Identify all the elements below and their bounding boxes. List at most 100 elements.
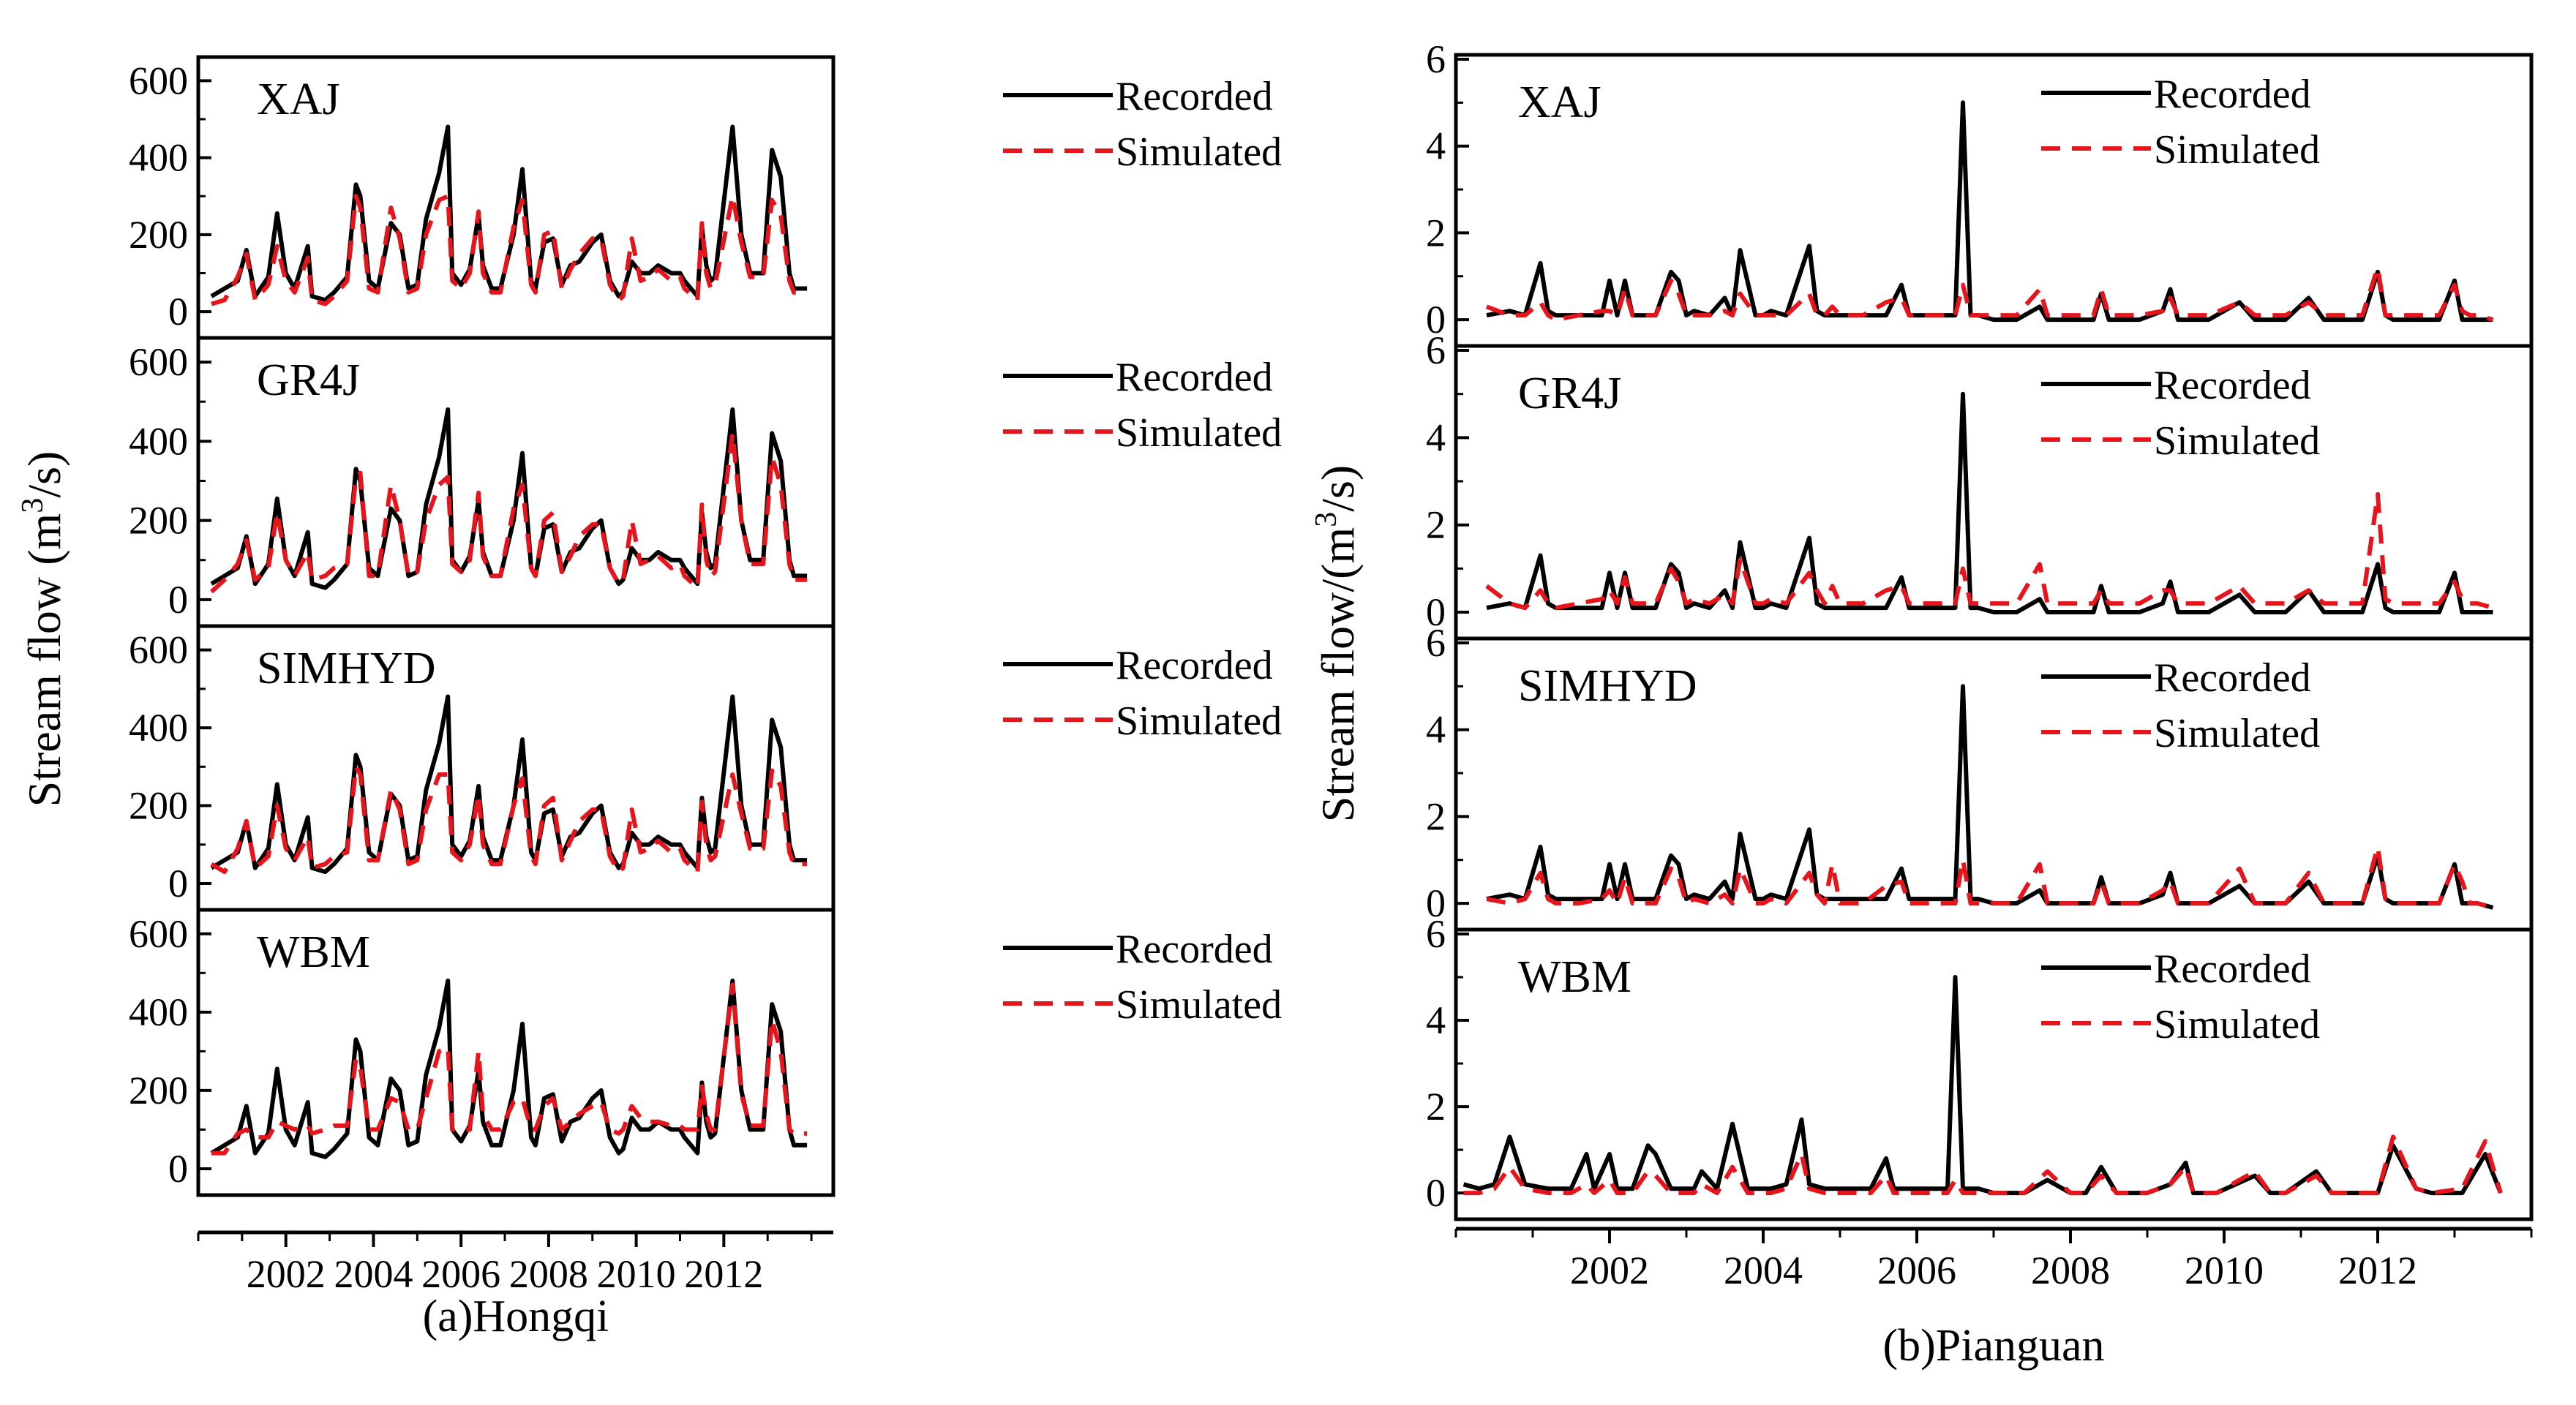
x-tick-label: 2006	[421, 1252, 500, 1296]
panel-caption: (b)Pianguan	[1882, 1321, 2104, 1371]
y-tick-label: 400	[129, 990, 188, 1034]
x-tick-label: 2006	[1877, 1248, 1956, 1292]
legend-recorded-label: Recorded	[2154, 655, 2311, 701]
y-tick-label: 4	[1426, 415, 1446, 459]
panel-xaj: 0 200 400 600 XAJ Recorded Simulated	[129, 55, 1282, 340]
y-tick-label: 0	[1426, 298, 1446, 342]
y-axis-label: Stream flow (m3/s)	[16, 451, 70, 807]
model-label: WBM	[257, 927, 370, 977]
legend-simulated-label: Simulated	[2154, 711, 2320, 756]
simulated-line	[211, 982, 808, 1156]
x-tick-label: 2002	[1570, 1248, 1649, 1292]
legend: Recorded Simulated	[1003, 74, 1282, 175]
y-tick-label: 0	[168, 1147, 188, 1191]
y-tick-label: 600	[129, 628, 188, 672]
panel-wbm: 0 2 4 6 WBM Recorded Simulated	[1426, 912, 2534, 1221]
y-axis-label: Stream flow/(m3/s)	[1310, 465, 1364, 822]
recorded-line	[1486, 391, 2493, 614]
panel-frame	[196, 908, 835, 1197]
simulated-line	[1463, 1134, 2503, 1196]
panel-simhyd: 0 2 4 6 SIMHYD Recorded Simulated	[1426, 621, 2534, 932]
y-tick-label: 600	[129, 912, 188, 956]
y-tick-label: 2	[1426, 794, 1446, 838]
x-tick-label: 2004	[1724, 1248, 1803, 1292]
y-tick-label: 0	[1426, 590, 1446, 634]
legend-recorded-label: Recorded	[1116, 643, 1273, 688]
y-tick-label: 400	[129, 706, 188, 750]
y-tick-label: 2	[1426, 211, 1446, 255]
x-tick-label: 2008	[2031, 1248, 2110, 1292]
legend-recorded-label: Recorded	[2154, 72, 2311, 117]
x-tick-label: 2008	[509, 1252, 588, 1296]
chart-pianguan: 0 2 4 6 XAJ Recorded Simulated 0 2 4 6 GR4J Recorded…	[1310, 37, 2534, 1371]
y-tick-label: 0	[1426, 1171, 1446, 1215]
model-label: XAJ	[1518, 78, 1601, 127]
y-tick-label: 0	[168, 862, 188, 905]
recorded-line	[1462, 975, 2503, 1196]
y-tick-label: 200	[129, 784, 188, 828]
panel-xaj: 0 2 4 6 XAJ Recorded Simulated	[1426, 37, 2534, 348]
model-label: SIMHYD	[1518, 661, 1697, 711]
y-tick-label: 200	[129, 1069, 188, 1112]
y-tick-label: 600	[129, 59, 188, 102]
legend: Recorded Simulated	[1003, 927, 1282, 1028]
y-tick-label: 600	[129, 340, 188, 384]
legend-recorded-label: Recorded	[1116, 74, 1273, 119]
panel-simhyd: 0 200 400 600 SIMHYD Recorded Simulated	[129, 624, 1282, 912]
recorded-line	[210, 979, 808, 1159]
y-tick-label: 2	[1426, 1085, 1446, 1129]
y-tick-label: 4	[1426, 124, 1446, 168]
x-tick-label: 2002	[247, 1252, 326, 1296]
legend-simulated-label: Simulated	[1116, 410, 1282, 456]
y-tick-label: 4	[1426, 998, 1446, 1042]
y-tick-label: 0	[168, 290, 188, 334]
x-tick-label: 2010	[597, 1252, 676, 1296]
y-tick-label: 6	[1426, 912, 1446, 956]
simulated-line	[1485, 491, 2494, 611]
legend: Recorded Simulated	[2041, 363, 2320, 464]
model-label: GR4J	[1518, 369, 1621, 418]
y-tick-label: 6	[1426, 621, 1446, 665]
legend-simulated-label: Simulated	[1116, 698, 1282, 744]
legend: Recorded Simulated	[2041, 946, 2320, 1047]
model-label: GR4J	[257, 355, 360, 405]
legend-recorded-label: Recorded	[1116, 355, 1273, 400]
model-label: WBM	[1518, 952, 1631, 1002]
panel-gr4j: 0 2 4 6 GR4J Recorded Simulated	[1426, 328, 2534, 641]
legend-simulated-label: Simulated	[1116, 982, 1282, 1028]
recorded-line	[1486, 100, 2493, 323]
y-tick-label: 400	[129, 419, 188, 463]
simulated-line	[211, 194, 808, 306]
y-tick-label: 6	[1426, 328, 1446, 372]
y-tick-label: 2	[1426, 503, 1446, 547]
legend-recorded-label: Recorded	[2154, 946, 2311, 992]
simulated-line	[1485, 265, 2494, 323]
model-label: SIMHYD	[257, 644, 436, 693]
y-tick-label: 200	[129, 499, 188, 543]
y-tick-label: 0	[1426, 881, 1446, 925]
legend-simulated-label: Simulated	[1116, 129, 1282, 175]
y-tick-label: 200	[129, 213, 188, 257]
y-tick-label: 0	[168, 578, 188, 622]
simulated-line	[210, 764, 808, 874]
legend: Recorded Simulated	[1003, 643, 1282, 744]
panel-gr4j: 0 200 400 600 GR4J Recorded Simulated	[129, 336, 1282, 628]
legend: Recorded Simulated	[1003, 355, 1282, 456]
simulated-line	[209, 431, 808, 594]
legend-recorded-label: Recorded	[2154, 363, 2311, 408]
panel-wbm: 0 200 400 600 WBM Recorded Simulated	[129, 908, 1282, 1197]
model-label: XAJ	[257, 75, 340, 124]
x-tick-label: 2004	[334, 1252, 413, 1296]
x-tick-label: 2012	[684, 1252, 763, 1296]
legend: Recorded Simulated	[2041, 72, 2320, 173]
legend-simulated-label: Simulated	[2154, 418, 2320, 464]
simulated-line	[1486, 844, 2494, 910]
panel-caption: (a)Hongqi	[423, 1292, 609, 1341]
legend-simulated-label: Simulated	[2154, 127, 2320, 173]
panel-frame	[1454, 927, 2534, 1221]
legend-simulated-label: Simulated	[2154, 1002, 2320, 1047]
recorded-line	[210, 694, 808, 874]
y-tick-label: 6	[1426, 37, 1446, 81]
